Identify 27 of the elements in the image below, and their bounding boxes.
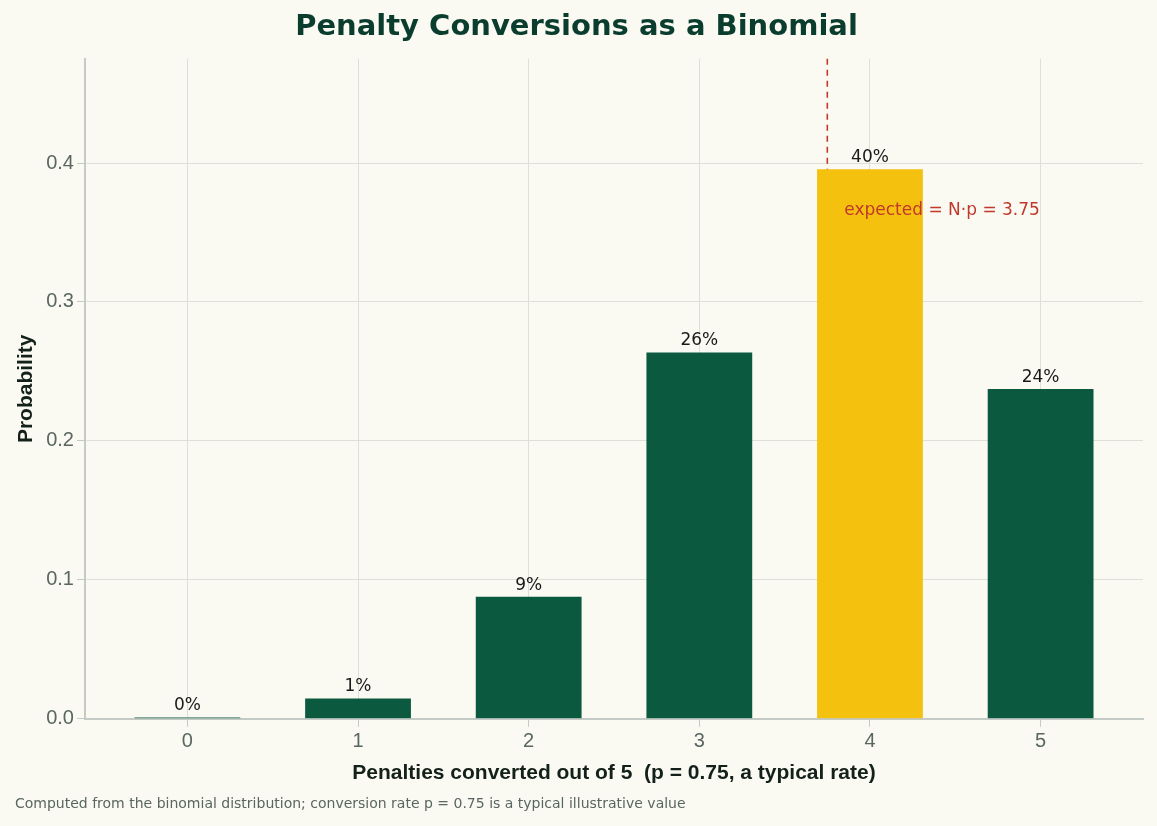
bar (305, 698, 411, 719)
x-axis-title: Penalties converted out of 5 (p = 0.75, a typical rate) (352, 760, 876, 784)
x-tick-label: 3 (693, 729, 705, 752)
y-tick-label: 0.3 (46, 289, 74, 312)
y-tick-label: 0.4 (46, 150, 74, 173)
y-axis-title: Probability (13, 334, 37, 444)
x-tick-label: 4 (864, 729, 876, 752)
x-tick-label: 2 (523, 729, 535, 752)
bar (475, 596, 582, 719)
chart-title: Penalty Conversions as a Binomial (295, 7, 858, 42)
data-label: 40% (851, 146, 889, 167)
x-tick-label: 1 (352, 729, 364, 752)
y-tick-label: 0.0 (46, 706, 74, 729)
data-label: 24% (1021, 366, 1060, 386)
data-label: 1% (344, 675, 372, 696)
bar (987, 389, 1094, 719)
bar (817, 169, 923, 719)
x-tick-label: 5 (1035, 729, 1047, 752)
y-tick-label: 0.2 (46, 428, 74, 451)
data-label: 9% (515, 573, 543, 594)
text: Computed from the binomial distribution; conversion rate p = 0.75 is a typical illustrative value (15, 795, 686, 811)
ref-line-label: expected = N·p = 3.75 (844, 199, 1040, 220)
data-label: 0% (173, 694, 201, 715)
bar (646, 352, 753, 719)
data-label: 26% (680, 329, 719, 350)
x-tick-label: 0 (181, 729, 193, 752)
y-tick-label: 0.1 (46, 567, 74, 590)
